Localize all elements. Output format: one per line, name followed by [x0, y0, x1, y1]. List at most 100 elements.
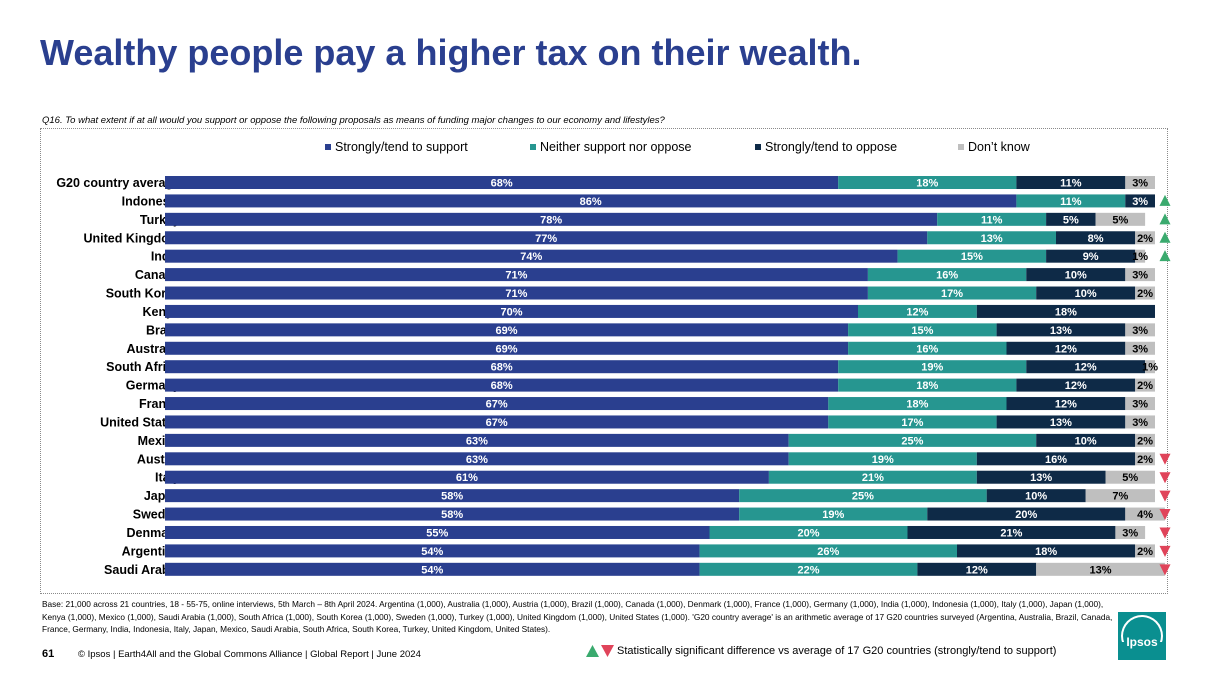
bar-oppose-kenya [976, 304, 1155, 318]
value-label-oppose-mexico: 10% [1075, 435, 1097, 447]
value-label-support-turkey: 78% [540, 214, 562, 226]
bar-support-argentina [165, 544, 700, 558]
legend-item-dont-know: Don’t know [958, 140, 1030, 154]
bar-neither-austria [788, 452, 977, 466]
significance-legend: Statistically significant difference vs … [586, 644, 1056, 658]
bar-neither-japan [739, 489, 987, 503]
bar-support-japan [165, 489, 740, 503]
legend-label-dont-know: Don’t know [968, 140, 1030, 154]
value-label-oppose-turkey: 5% [1063, 214, 1079, 226]
value-label-neither-australia: 16% [916, 343, 938, 355]
value-label-support-south-africa: 68% [491, 362, 513, 374]
value-label-oppose-canada: 10% [1065, 270, 1087, 282]
bar-support-kenya [165, 304, 858, 318]
value-label-support-united-kingdom: 77% [535, 233, 557, 245]
sig-down-marker-sweden [1159, 509, 1171, 521]
sig-up-marker-united-kingdom [1159, 231, 1171, 243]
value-label-oppose-united-states: 13% [1050, 417, 1072, 429]
value-label-oppose-united-kingdom: 8% [1088, 233, 1104, 245]
bar-support-germany [165, 378, 839, 392]
sig-down-marker-argentina [1159, 545, 1171, 557]
value-label-support-italy: 61% [456, 472, 478, 484]
value-label-dont-know-japan: 7% [1112, 491, 1128, 503]
bar-support-turkey [165, 212, 938, 226]
bar-oppose-turkey [1046, 212, 1096, 226]
bar-oppose-argentina [957, 544, 1136, 558]
bar-neither-united-kingdom [927, 231, 1056, 245]
value-label-support-argentina: 54% [421, 546, 443, 558]
survey-question: Q16. To what extent if at all would you … [42, 115, 665, 126]
sig-up-marker-indonesia [1159, 194, 1171, 206]
bar-neither-indonesia [1016, 194, 1126, 208]
bar-oppose-united-kingdom [1056, 231, 1136, 245]
bar-oppose-saudi-arabia [917, 562, 1037, 576]
value-label-neither-saudi-arabia: 22% [797, 564, 819, 576]
value-label-oppose-austria: 16% [1045, 454, 1067, 466]
value-label-oppose-australia: 12% [1055, 343, 1077, 355]
bar-oppose-united-states [996, 415, 1126, 429]
value-label-neither-united-kingdom: 13% [981, 233, 1003, 245]
category-label-united-states: United States [100, 415, 180, 429]
value-label-support-brazil: 69% [496, 325, 518, 337]
legend-item-oppose: Strongly/tend to oppose [755, 140, 897, 154]
bar-support-canada [165, 268, 868, 282]
bar-dont-know-canada [1125, 268, 1155, 282]
value-label-neither-g20-country-average: 18% [916, 178, 938, 190]
value-label-dont-know-australia: 3% [1132, 343, 1148, 355]
bar-support-saudi-arabia [165, 562, 700, 576]
sig-down-marker-saudi-arabia [1159, 564, 1171, 576]
bar-support-brazil [165, 323, 849, 337]
sig-down-marker-japan [1159, 490, 1171, 502]
bar-dont-know-austria [1135, 452, 1155, 466]
bar-oppose-sweden [927, 507, 1126, 521]
category-label-south-africa: South Africa [106, 360, 181, 374]
value-label-oppose-indonesia: 3% [1132, 196, 1148, 208]
bar-neither-india [897, 249, 1047, 263]
bar-dont-know-germany [1135, 378, 1155, 392]
value-label-oppose-brazil: 13% [1050, 325, 1072, 337]
value-label-dont-know-turkey: 5% [1112, 214, 1128, 226]
footer-credit: © Ipsos | Earth4All and the Global Commo… [78, 649, 421, 660]
category-label-united-kingdom: United Kingdom [83, 231, 180, 245]
up-down-triangle-icon [586, 645, 614, 657]
bar-support-south-africa [165, 360, 839, 374]
value-label-dont-know-sweden: 4% [1137, 509, 1153, 521]
bar-support-italy [165, 470, 769, 484]
legend-swatch-oppose [755, 144, 761, 150]
value-label-neither-canada: 16% [936, 270, 958, 282]
bar-oppose-germany [1016, 378, 1136, 392]
bar-support-mexico [165, 433, 789, 447]
value-label-oppose-south-korea: 10% [1075, 288, 1097, 300]
value-label-dont-know-brazil: 3% [1132, 325, 1148, 337]
bar-neither-saudi-arabia [699, 562, 918, 576]
value-label-support-indonesia: 86% [580, 196, 602, 208]
value-label-neither-denmark: 20% [797, 527, 819, 539]
bar-dont-know-japan [1085, 489, 1155, 503]
value-label-support-canada: 71% [505, 270, 527, 282]
value-label-support-united-states: 67% [486, 417, 508, 429]
legend-swatch-neither [530, 144, 536, 150]
bar-dont-know-united-states [1125, 415, 1155, 429]
value-label-oppose-india: 9% [1083, 251, 1099, 263]
value-label-support-sweden: 58% [441, 509, 463, 521]
value-label-neither-turkey: 11% [981, 214, 1003, 226]
category-label-saudi-arabia: Saudi Arabia [104, 563, 181, 577]
value-label-support-denmark: 55% [426, 527, 448, 539]
bar-oppose-australia [1006, 341, 1126, 355]
value-label-support-kenya: 70% [500, 306, 522, 318]
bar-neither-denmark [709, 525, 908, 539]
value-label-oppose-italy: 13% [1030, 472, 1052, 484]
page-title: Wealthy people pay a higher tax on their… [40, 32, 862, 73]
bar-oppose-italy [976, 470, 1106, 484]
value-label-oppose-germany: 12% [1065, 380, 1087, 392]
bar-oppose-austria [976, 452, 1136, 466]
bar-oppose-g20-country-average [1016, 176, 1126, 189]
value-label-neither-kenya: 12% [906, 306, 928, 318]
bar-support-united-kingdom [165, 231, 928, 245]
value-label-dont-know-south-korea: 2% [1137, 288, 1153, 300]
value-label-neither-united-states: 17% [901, 417, 923, 429]
value-label-dont-know-canada: 3% [1132, 270, 1148, 282]
bar-neither-germany [838, 378, 1017, 392]
bar-dont-know-italy [1105, 470, 1155, 484]
bar-oppose-canada [1026, 268, 1126, 282]
